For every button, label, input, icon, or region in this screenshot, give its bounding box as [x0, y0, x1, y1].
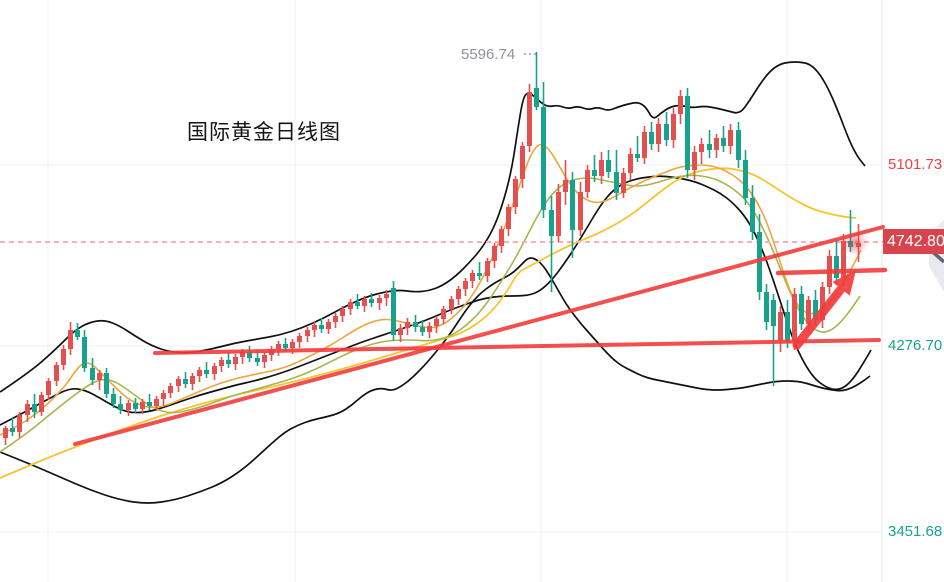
y-axis-tick-3451: 3451.68 [888, 523, 943, 540]
y-axis-tick-4276: 4276.70 [888, 337, 943, 354]
gridlines [0, 0, 883, 582]
bollinger-lower-band [0, 257, 871, 504]
chart-title: 国际黄金日线图 [187, 121, 341, 144]
peak-price-annotation: 5596.74 [461, 46, 516, 63]
y-axis-tick-5101: 5101.73 [888, 156, 943, 173]
bollinger-mid-band [0, 175, 872, 426]
current-price-badge: 4742.80 [883, 229, 944, 254]
trendline-resistance-short-right[interactable] [775, 267, 888, 276]
ma-mid-olive [0, 174, 861, 453]
ma-slow-yellow [0, 167, 857, 479]
trendline-ascending-support-long[interactable] [73, 225, 885, 446]
last-price-marker-blob [842, 230, 868, 256]
trendline-horizontal-support-long[interactable] [153, 338, 881, 355]
bullish-arrow[interactable] [792, 270, 856, 350]
candlesticks [3, 52, 861, 445]
